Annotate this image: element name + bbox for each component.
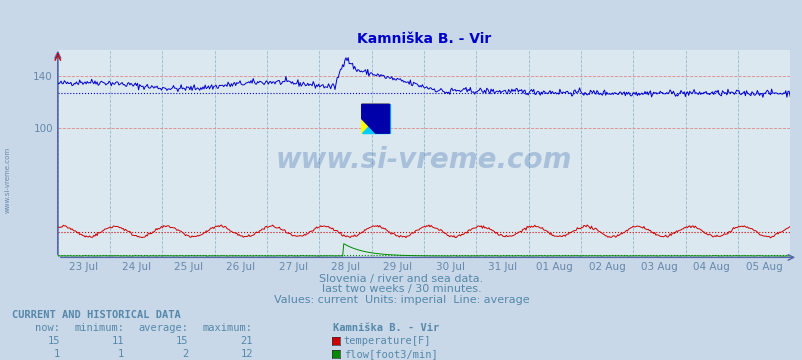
Text: Kamniška B. - Vir: Kamniška B. - Vir bbox=[333, 323, 439, 333]
Text: average:: average: bbox=[139, 323, 188, 333]
Text: Slovenia / river and sea data.: Slovenia / river and sea data. bbox=[319, 274, 483, 284]
Text: 21: 21 bbox=[240, 336, 253, 346]
Text: 1: 1 bbox=[54, 349, 60, 359]
Text: www.si-vreme.com: www.si-vreme.com bbox=[275, 146, 572, 174]
Text: 11: 11 bbox=[111, 336, 124, 346]
Text: 1: 1 bbox=[118, 349, 124, 359]
Text: 2: 2 bbox=[182, 349, 188, 359]
Text: CURRENT AND HISTORICAL DATA: CURRENT AND HISTORICAL DATA bbox=[12, 310, 180, 320]
Text: 12: 12 bbox=[240, 349, 253, 359]
Text: www.si-vreme.com: www.si-vreme.com bbox=[5, 147, 11, 213]
Text: maximum:: maximum: bbox=[203, 323, 253, 333]
Title: Kamniška B. - Vir: Kamniška B. - Vir bbox=[356, 32, 491, 46]
Text: now:: now: bbox=[35, 323, 60, 333]
Text: temperature[F]: temperature[F] bbox=[343, 336, 431, 346]
Text: Values: current  Units: imperial  Line: average: Values: current Units: imperial Line: av… bbox=[273, 295, 529, 305]
Polygon shape bbox=[361, 104, 389, 133]
Text: flow[foot3/min]: flow[foot3/min] bbox=[343, 349, 437, 359]
Polygon shape bbox=[361, 104, 389, 133]
Text: 15: 15 bbox=[47, 336, 60, 346]
Text: minimum:: minimum: bbox=[75, 323, 124, 333]
Text: 15: 15 bbox=[176, 336, 188, 346]
Polygon shape bbox=[361, 104, 389, 133]
Text: last two weeks / 30 minutes.: last two weeks / 30 minutes. bbox=[322, 284, 480, 294]
